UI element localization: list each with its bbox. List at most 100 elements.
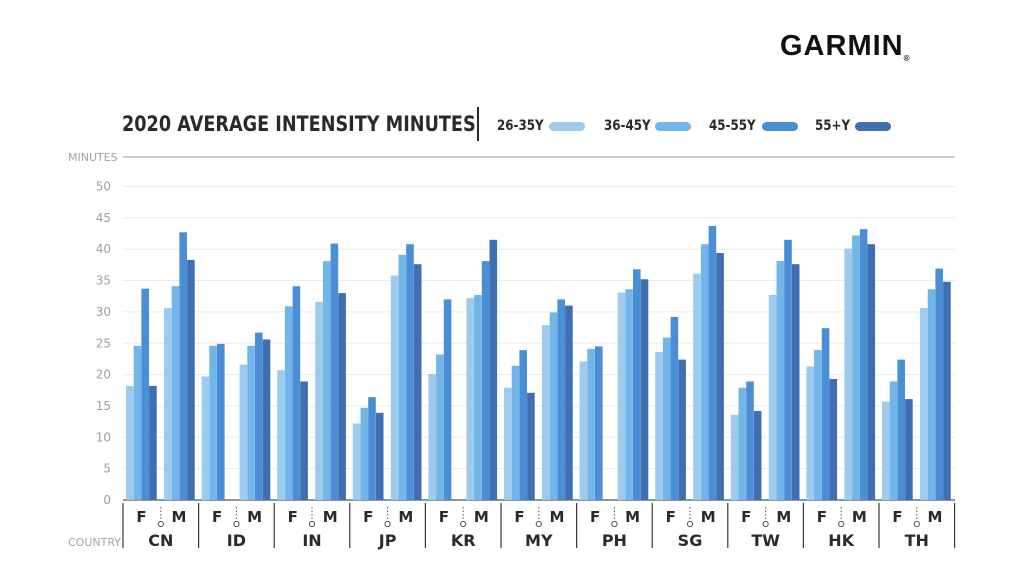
bar-cn-f-2 <box>133 345 142 500</box>
bar-my-f-3 <box>519 350 527 500</box>
legend-item-45-55: 45-55Y <box>709 118 798 134</box>
sex-label-m: M <box>852 508 867 526</box>
country-label-my: MY <box>525 531 553 550</box>
bar-in-m-2 <box>322 261 331 500</box>
y-tick-label: 35 <box>96 274 111 288</box>
sex-divider-dot <box>157 520 164 528</box>
bar-tw-f-2 <box>738 387 747 500</box>
bar-th-m-1 <box>920 308 928 500</box>
sex-divider-dot <box>686 520 694 528</box>
sex-label-f: F <box>363 508 373 526</box>
bar-sg-m-2 <box>700 244 709 500</box>
legend-label: 55+Y <box>815 118 851 134</box>
chart-title: 2020 AVERAGE INTENSITY MINUTES <box>122 112 476 136</box>
bar-th-m-3 <box>935 268 943 500</box>
country-label-sg: SG <box>678 531 703 550</box>
bar-ph-m-3 <box>633 269 641 500</box>
sex-divider-dot <box>611 520 618 528</box>
bar-sg-f-2 <box>662 337 671 500</box>
legend-item-36-45: 36-45Y <box>604 118 691 134</box>
sex-label-m: M <box>172 508 187 526</box>
legend-label: 45-55Y <box>709 118 756 134</box>
bar-ph-f-1 <box>579 361 588 500</box>
bar-kr-m-1 <box>466 298 474 500</box>
sex-divider-dot <box>913 520 920 528</box>
bar-in-f-1 <box>277 370 285 500</box>
country-label-th: TH <box>905 531 929 550</box>
sex-label-f: F <box>288 508 298 526</box>
bar-hk-m-4 <box>867 244 876 500</box>
sex-label-m: M <box>398 508 413 526</box>
x-axis-label: COUNTRY <box>68 536 121 549</box>
sex-divider-dot <box>535 520 542 528</box>
legend-item-26-35: 26-35Y <box>497 118 585 134</box>
bar-sg-f-4 <box>678 359 686 500</box>
garmin-logo: GARMIN® <box>780 30 910 63</box>
bar-id-m-1 <box>239 364 248 500</box>
country-label-cn: CN <box>148 531 173 550</box>
legend-label: 26-35Y <box>497 118 544 134</box>
bar-kr-m-4 <box>489 239 498 501</box>
bar-tw-m-1 <box>768 295 777 500</box>
legend-swatch <box>762 122 798 131</box>
bar-jp-f-2 <box>360 407 369 500</box>
bar-tw-m-2 <box>776 261 785 500</box>
title-divider <box>477 107 479 141</box>
sex-label-m: M <box>776 508 791 526</box>
bar-my-m-1 <box>542 325 550 500</box>
country-label-jp: JP <box>378 531 397 550</box>
y-tick-label: 40 <box>96 242 111 256</box>
bar-hk-m-2 <box>852 235 860 500</box>
bar-id-f-3 <box>217 343 225 500</box>
bar-id-m-3 <box>255 332 263 500</box>
y-tick-label: 15 <box>96 399 111 413</box>
bar-id-m-4 <box>262 339 271 500</box>
registered-mark: ® <box>903 54 910 63</box>
sex-label-f: F <box>892 508 902 526</box>
bar-my-m-2 <box>549 312 558 500</box>
sex-label-m: M <box>474 508 489 526</box>
sex-label-f: F <box>514 508 524 526</box>
sex-divider-dot <box>762 520 769 528</box>
sex-label-m: M <box>323 508 338 526</box>
bar-cn-m-4 <box>187 259 195 500</box>
country-label-id: ID <box>227 531 246 550</box>
bar-jp-m-1 <box>390 275 399 500</box>
sex-divider-dot <box>384 520 391 528</box>
bar-in-f-4 <box>300 381 308 500</box>
bar-hk-m-3 <box>859 229 868 500</box>
y-tick-label: 50 <box>96 180 111 194</box>
sex-label-f: F <box>817 508 827 526</box>
bar-id-f-2 <box>209 345 217 500</box>
sex-label-m: M <box>550 508 565 526</box>
legend-swatch <box>549 122 585 131</box>
bar-jp-m-2 <box>398 254 407 500</box>
sex-label-f: F <box>666 508 676 526</box>
bar-jp-f-1 <box>352 423 361 500</box>
bar-th-m-2 <box>927 289 936 500</box>
bar-kr-f-3 <box>443 299 452 500</box>
sex-label-m: M <box>625 508 640 526</box>
bar-ph-m-2 <box>625 289 633 500</box>
bar-sg-m-4 <box>716 253 724 500</box>
bar-kr-m-3 <box>481 261 490 500</box>
bar-tw-f-3 <box>746 381 754 500</box>
bar-sg-f-1 <box>655 352 663 500</box>
bar-sg-m-1 <box>693 273 701 500</box>
logo-text: GARMIN <box>780 30 904 62</box>
bar-hk-m-1 <box>844 248 852 500</box>
sex-label-f: F <box>212 508 222 526</box>
bar-ph-f-3 <box>595 346 603 500</box>
bar-tw-f-1 <box>730 414 739 500</box>
bar-tw-f-4 <box>753 411 762 500</box>
y-axis-label: MINUTES <box>68 151 118 164</box>
bar-ph-m-4 <box>640 279 649 500</box>
bar-cn-m-1 <box>164 308 172 500</box>
sex-label-m: M <box>928 508 943 526</box>
y-tick-label: 20 <box>96 368 111 382</box>
bar-hk-f-3 <box>821 328 830 500</box>
bar-my-m-4 <box>565 305 573 500</box>
country-label-in: IN <box>302 531 321 550</box>
bar-th-f-1 <box>882 401 890 500</box>
